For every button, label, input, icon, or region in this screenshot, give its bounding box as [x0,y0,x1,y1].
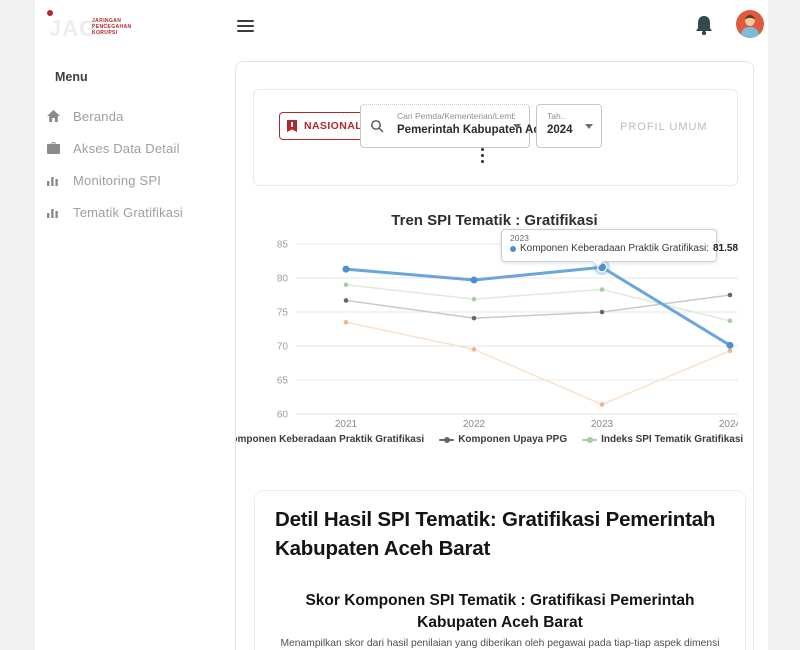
series-dot-icon [510,245,516,252]
tagline-line: PENCEGAHAN [92,24,132,30]
legend-item[interactable]: Komponen Keberadaan Praktik Gratifikasi [236,434,424,445]
sidebar-item-beranda[interactable]: Beranda [35,104,235,128]
sidebar-item-label: Beranda [73,108,124,124]
logo-dot-icon [47,10,53,16]
top-header: JAGA JARINGAN PENCEGAHAN KORUPSI [35,0,768,55]
legend-marker-icon [439,436,455,443]
legend-item[interactable]: Komponen Upaya PPG [439,434,567,445]
detail-description: Menampilkan skor dari hasil penilaian ya… [280,638,720,649]
home-icon [47,109,61,123]
sidebar-item-label: Tematik Gratifikasi [73,204,183,220]
legend-label: Komponen Keberadaan Praktik Gratifikasi [236,434,425,445]
legend-label: Indeks SPI Tematik Gratifikasi [601,434,744,445]
app-window: JAGA JARINGAN PENCEGAHAN KORUPSI Menu [35,0,768,650]
tagline-line: KORUPSI [92,30,118,36]
jaga-logo[interactable]: JAGA JARINGAN PENCEGAHAN KORUPSI [45,6,195,48]
entity-search-value: Pemerintah Kabupaten Aceh [397,124,554,136]
svg-text:80: 80 [277,274,289,285]
avatar-face [745,15,755,26]
logo-tagline: JARINGAN PENCEGAHAN KORUPSI [92,18,132,36]
tagline-line: JARINGAN [92,18,122,24]
tooltip-year: 2023 [510,233,529,243]
chevron-down-icon [585,124,593,129]
sidebar-menu-title: Menu [55,70,88,84]
legend-marker-icon [582,436,598,443]
tooltip-series-label: Komponen Keberadaan Praktik Gratifikasi: [520,243,709,254]
sidebar-item-label: Akses Data Detail [73,140,180,156]
sidebar-item-akses-data-detail[interactable]: Akses Data Detail [35,136,235,160]
hamburger-menu-icon[interactable] [237,20,254,33]
svg-text:75: 75 [277,308,289,319]
legend-item[interactable]: Indeks SPI Tematik Gratifikasi [582,434,743,445]
detail-subtitle: Skor Komponen SPI Tematik : Gratifikasi … [305,592,695,631]
sidebar-item-tematik-gratifikasi[interactable]: Tematik Gratifikasi [35,200,235,224]
chart-area: 85 80 75 70 65 60 2021 2022 2023 2024 [246,233,738,433]
entity-search-label: Cari Pemda/Kementerian/Lemb... [397,111,515,121]
year-select-label: Tah.. [547,111,566,121]
filter-toolbar: NASIONAL Cari Pemda/Kementerian/Lemb... … [253,89,738,186]
legend-label: Komponen Upaya PPG [458,434,568,445]
chevron-down-icon [513,124,521,129]
profil-umum-label: PROFIL UMUM [620,121,708,133]
sidebar-nav: Menu Beranda Akses Data Detail Monitorin… [35,55,235,650]
briefcase-icon [47,141,61,155]
svg-text:2023: 2023 [591,419,614,430]
entity-search-select[interactable]: Cari Pemda/Kementerian/Lemb... Pemerinta… [360,104,553,148]
bar-chart-icon [47,205,61,219]
chart-title: Tren SPI Tematik : Gratifikasi [391,212,598,229]
svg-text:60: 60 [277,410,289,421]
tooltip-value: 81.58 [713,243,739,254]
chart-tooltip: 2023 Komponen Keberadaan Praktik Gratifi… [501,229,738,268]
detail-title: Detil Hasil SPI Tematik: Gratifikasi Pem… [275,508,716,560]
year-select-value: 2024 [547,124,573,136]
year-select[interactable]: Tah.. 2024 [536,104,602,148]
nasional-label: NASIONAL [303,120,363,132]
svg-text:70: 70 [277,342,289,353]
more-options-button[interactable] [480,148,484,166]
svg-text:2024: 2024 [719,419,738,430]
sidebar-item-label: Monitoring SPI [73,172,162,188]
bar-chart-icon [47,173,61,187]
sidebar-item-monitoring-spi[interactable]: Monitoring SPI [35,168,235,192]
flag-icon [286,120,298,132]
svg-text:85: 85 [277,240,289,251]
logo-wordmark: JAGA [49,16,115,41]
avatar-shirt [741,27,759,38]
user-avatar[interactable] [736,10,764,38]
chart-legend: Komponen Keberadaan Praktik Gratifikasi K… [236,434,753,445]
svg-text:2022: 2022 [463,419,486,430]
main-content-card: NASIONAL Cari Pemda/Kementerian/Lemb... … [235,61,754,650]
detail-card: Detil Hasil SPI Tematik: Gratifikasi Pem… [254,490,746,650]
notifications-bell-icon[interactable] [693,14,715,38]
nasional-button[interactable]: NASIONAL [279,112,369,140]
svg-text:65: 65 [277,376,289,387]
svg-text:2021: 2021 [335,419,358,430]
search-icon [370,119,384,133]
trend-line-chart[interactable]: 85 80 75 70 65 60 2021 2022 2023 2024 [246,233,738,433]
